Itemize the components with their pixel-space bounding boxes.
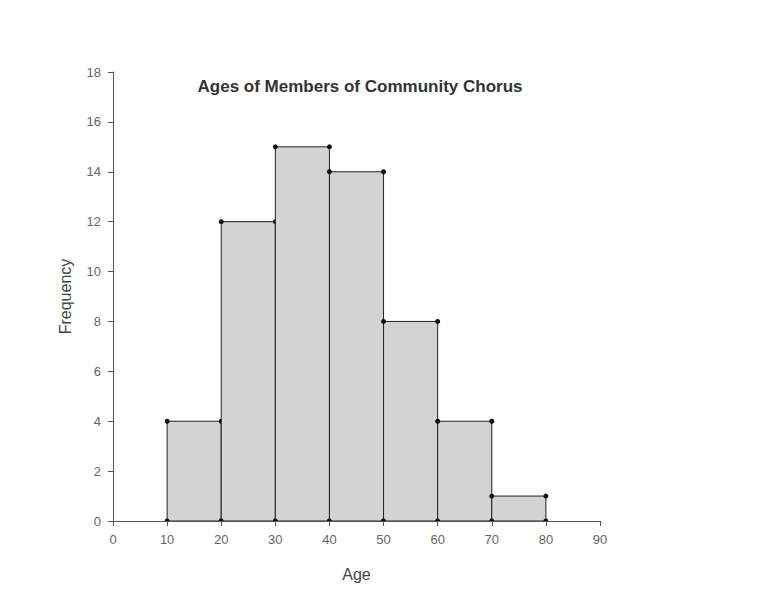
svg-text:14: 14 [87, 164, 101, 179]
svg-text:0: 0 [94, 514, 101, 529]
svg-text:Ages of Members of Community C: Ages of Members of Community Chorus [198, 77, 523, 96]
svg-text:16: 16 [87, 114, 101, 129]
svg-text:80: 80 [539, 532, 553, 547]
svg-text:30: 30 [268, 532, 282, 547]
svg-text:90: 90 [593, 532, 607, 547]
svg-text:10: 10 [87, 264, 101, 279]
svg-text:2: 2 [94, 464, 101, 479]
svg-text:60: 60 [430, 532, 444, 547]
svg-text:0: 0 [109, 532, 116, 547]
svg-text:70: 70 [485, 532, 499, 547]
svg-text:8: 8 [94, 314, 101, 329]
svg-text:18: 18 [87, 65, 101, 80]
svg-text:Frequency: Frequency [57, 259, 74, 335]
svg-text:50: 50 [376, 532, 390, 547]
svg-text:20: 20 [214, 532, 228, 547]
svg-text:6: 6 [94, 364, 101, 379]
svg-text:4: 4 [94, 414, 101, 429]
svg-text:Age: Age [342, 566, 371, 583]
svg-text:10: 10 [160, 532, 174, 547]
svg-text:40: 40 [322, 532, 336, 547]
svg-text:12: 12 [87, 214, 101, 229]
